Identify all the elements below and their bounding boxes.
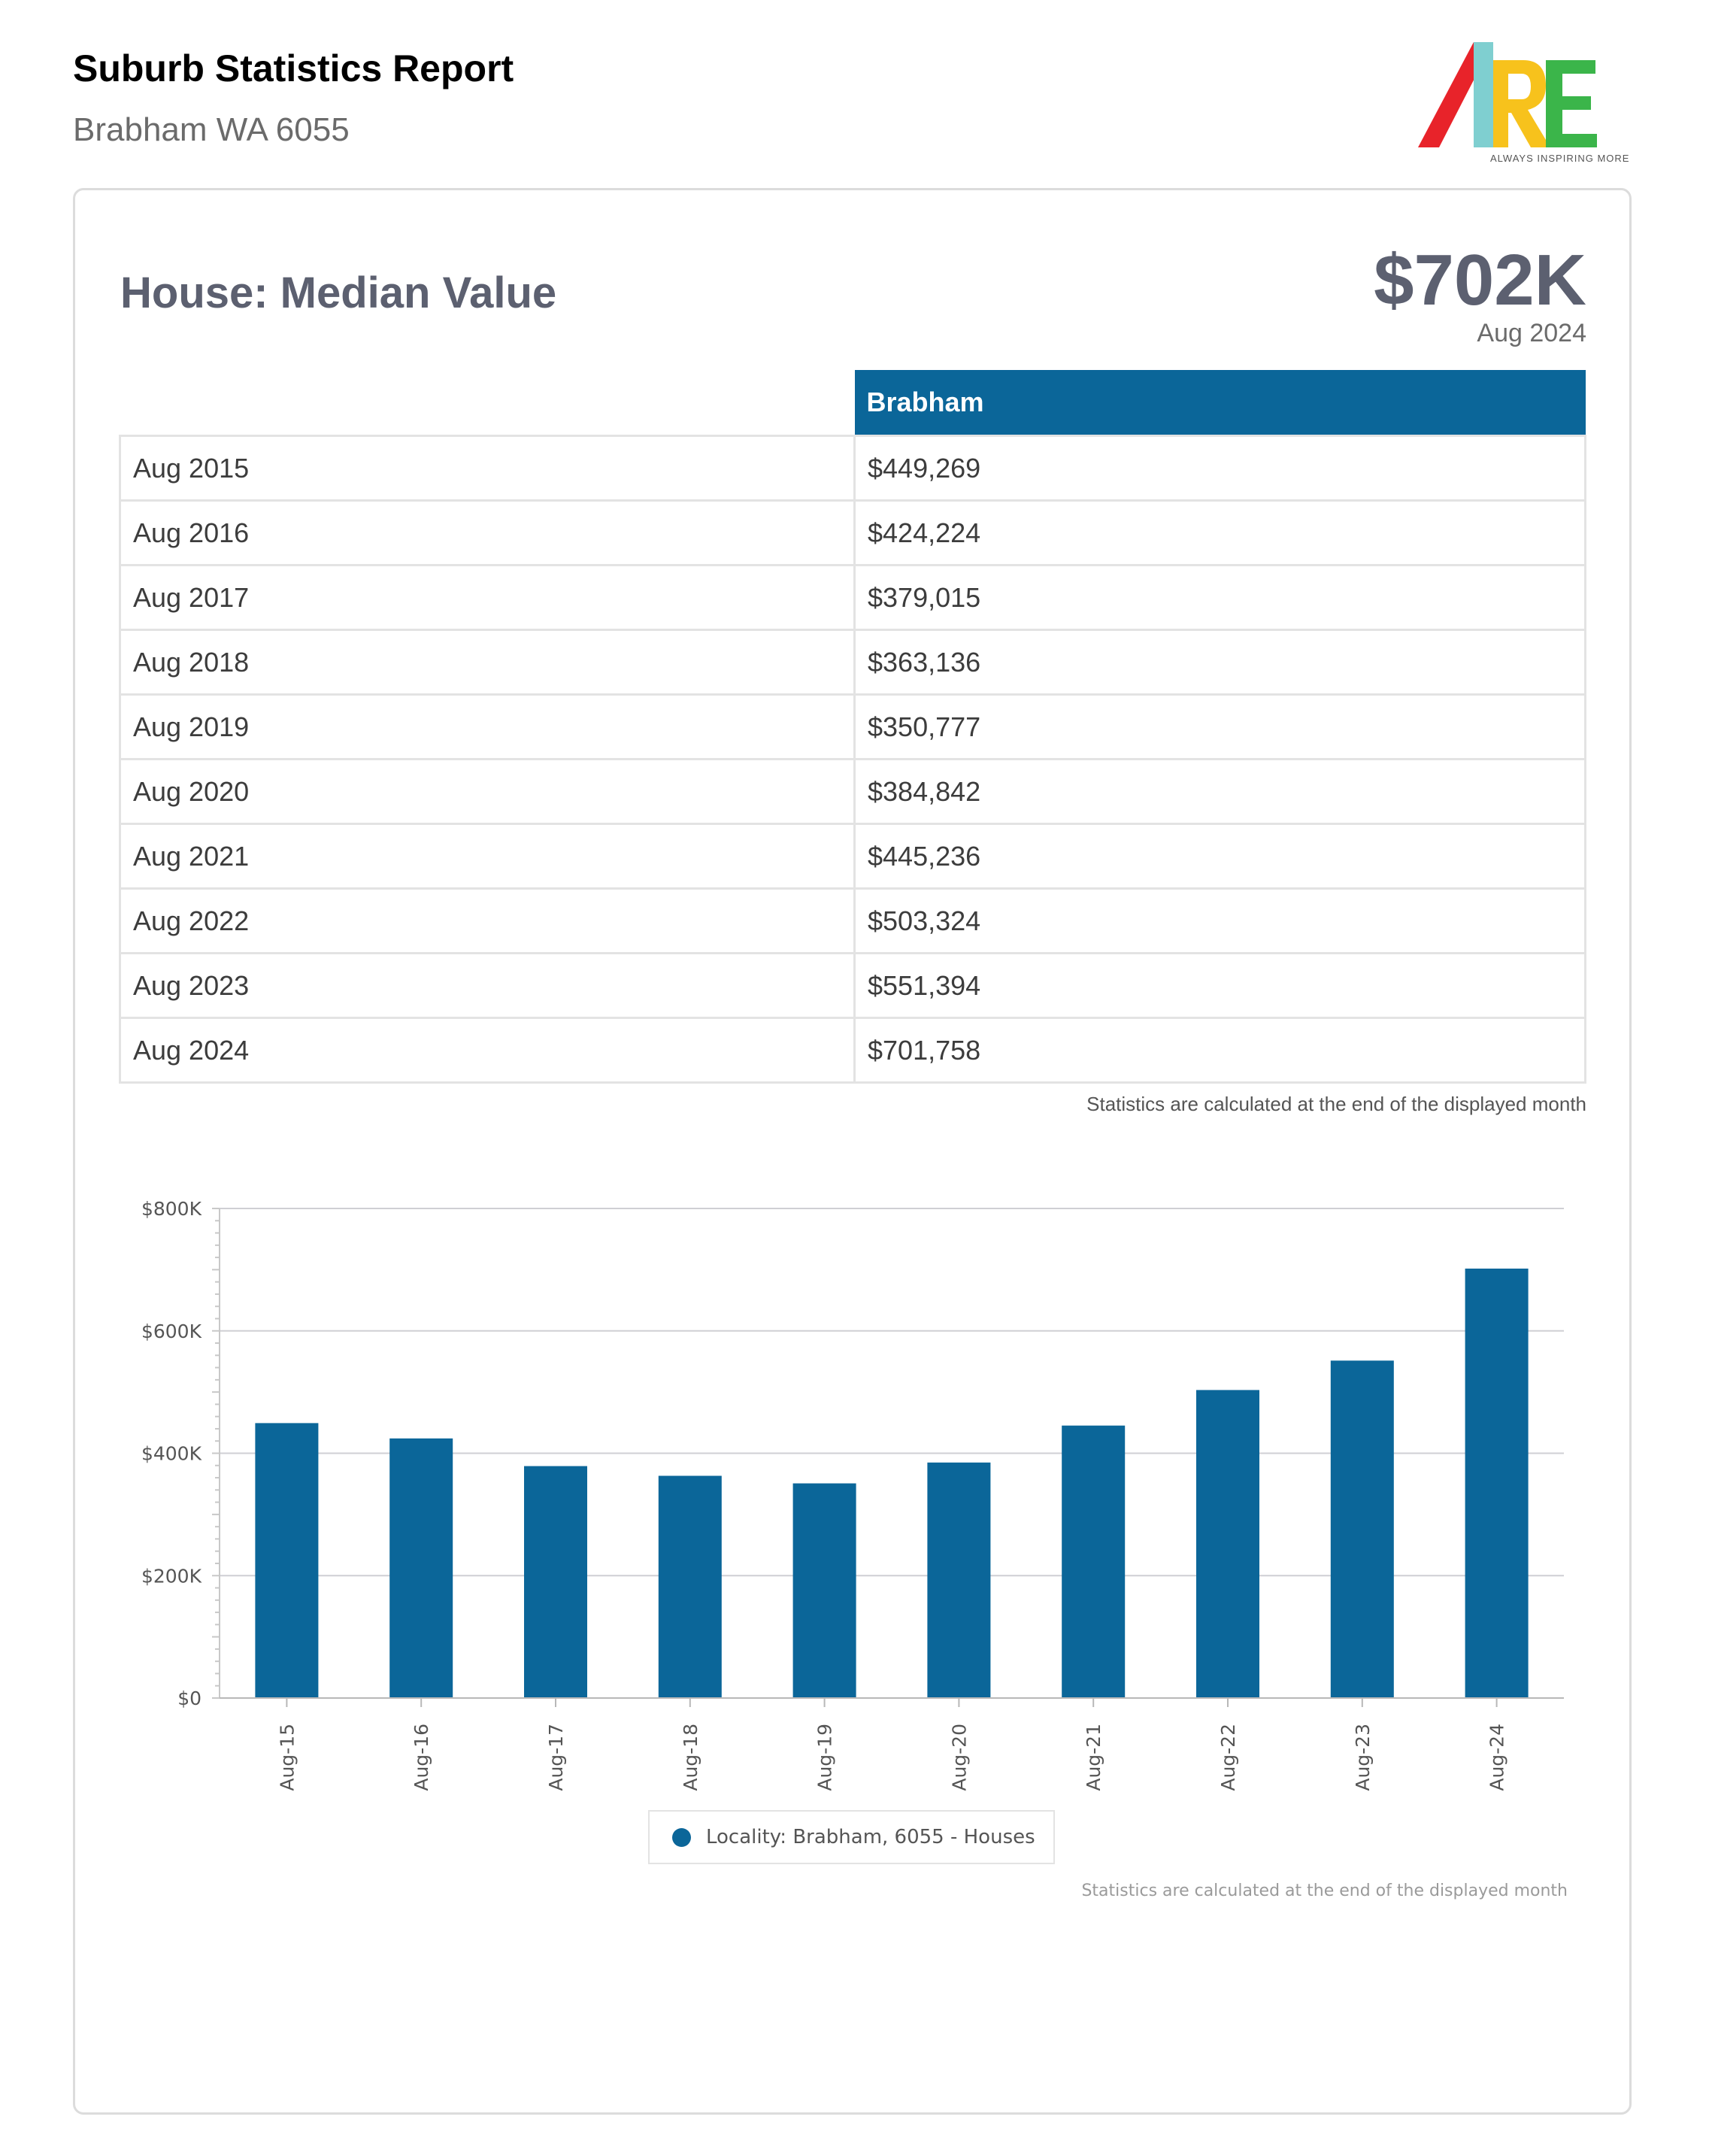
section-title: House: Median Value xyxy=(120,268,557,317)
bar xyxy=(658,1475,722,1698)
chart-legend[interactable]: Locality: Brabham, 6055 - Houses xyxy=(648,1810,1055,1864)
row-value: $424,224 xyxy=(853,499,1586,566)
logo-cyan-stroke xyxy=(1474,42,1493,147)
row-period: Aug 2017 xyxy=(119,564,856,631)
table-row: Aug 2020 $384,842 xyxy=(119,758,1586,825)
row-period: Aug 2018 xyxy=(119,629,856,696)
row-period: Aug 2024 xyxy=(119,1017,856,1084)
headline-value: $702K xyxy=(1374,240,1586,320)
report-subtitle: Brabham WA 6055 xyxy=(73,111,350,148)
table-row: Aug 2016 $424,224 xyxy=(119,499,1586,566)
row-period: Aug 2021 xyxy=(119,823,856,890)
bar xyxy=(1062,1425,1126,1698)
table-row: Aug 2017 $379,015 xyxy=(119,564,1586,631)
bar xyxy=(389,1438,453,1698)
table-row: Aug 2021 $445,236 xyxy=(119,823,1586,890)
table-row: Aug 2019 $350,777 xyxy=(119,693,1586,760)
y-tick-label: $600K xyxy=(141,1321,202,1342)
statistics-card xyxy=(73,188,1632,2115)
legend-marker xyxy=(672,1827,691,1847)
y-tick-label: $0 xyxy=(177,1688,202,1709)
x-tick-label: Aug-23 xyxy=(1352,1724,1374,1791)
x-tick-label: Aug-18 xyxy=(680,1724,701,1791)
are-logo xyxy=(1418,42,1597,147)
row-period: Aug 2022 xyxy=(119,887,856,954)
row-period: Aug 2019 xyxy=(119,693,856,760)
x-tick-label: Aug-24 xyxy=(1486,1724,1508,1791)
logo-green-e xyxy=(1546,60,1597,147)
x-tick-label: Aug-16 xyxy=(411,1724,432,1791)
bar xyxy=(1465,1268,1529,1698)
bar xyxy=(255,1423,319,1698)
table-row: Aug 2023 $551,394 xyxy=(119,952,1586,1019)
row-value: $445,236 xyxy=(853,823,1586,890)
logo-tagline: ALWAYS INSPIRING MORE xyxy=(1490,153,1630,164)
table-row: Aug 2015 $449,269 xyxy=(119,435,1586,502)
headline-date: Aug 2024 xyxy=(1477,319,1586,347)
table-row: Aug 2018 $363,136 xyxy=(119,629,1586,696)
median-value-table: Brabham Aug 2015 $449,269 Aug 2016 $424,22… xyxy=(119,370,1586,1084)
row-value: $384,842 xyxy=(853,758,1586,825)
table-corner-cell xyxy=(120,370,855,436)
row-period: Aug 2016 xyxy=(119,499,856,566)
x-tick-label: Aug-21 xyxy=(1083,1724,1104,1791)
row-value: $449,269 xyxy=(853,435,1586,502)
table-column-header: Brabham xyxy=(854,370,1586,436)
x-tick-label: Aug-22 xyxy=(1217,1724,1239,1791)
row-value: $379,015 xyxy=(853,564,1586,631)
chart-footnote: Statistics are calculated at the end of … xyxy=(1081,1882,1568,1900)
bar xyxy=(792,1483,856,1698)
y-tick-label: $400K xyxy=(141,1443,202,1465)
table-row: Aug 2022 $503,324 xyxy=(119,887,1586,954)
x-tick-label: Aug-19 xyxy=(814,1724,836,1791)
row-value: $350,777 xyxy=(853,693,1586,760)
row-value: $551,394 xyxy=(853,952,1586,1019)
y-tick-label: $800K xyxy=(141,1198,202,1220)
table-row: Aug 2024 $701,758 xyxy=(119,1017,1586,1084)
bar xyxy=(1330,1360,1394,1698)
legend-label: Locality: Brabham, 6055 - Houses xyxy=(706,1826,1035,1848)
y-tick-label: $200K xyxy=(141,1565,202,1587)
bar xyxy=(927,1462,991,1698)
row-value: $701,758 xyxy=(853,1017,1586,1084)
x-tick-label: Aug-20 xyxy=(948,1724,970,1791)
bar xyxy=(524,1466,587,1698)
row-period: Aug 2015 xyxy=(119,435,856,502)
row-value: $363,136 xyxy=(853,629,1586,696)
report-title: Suburb Statistics Report xyxy=(73,47,514,89)
x-tick-label: Aug-17 xyxy=(545,1724,567,1791)
x-tick-label: Aug-15 xyxy=(276,1724,298,1791)
median-value-bar-chart: $0 $200K $400K $600K $800K Aug-15 Aug-16 Aug-17… xyxy=(141,1198,1564,1791)
table-footnote: Statistics are calculated at the end of … xyxy=(1086,1093,1586,1115)
row-period: Aug 2023 xyxy=(119,952,856,1019)
row-value: $503,324 xyxy=(853,887,1586,954)
bar xyxy=(1196,1390,1259,1698)
row-period: Aug 2020 xyxy=(119,758,856,825)
logo-yellow-r xyxy=(1493,60,1550,147)
